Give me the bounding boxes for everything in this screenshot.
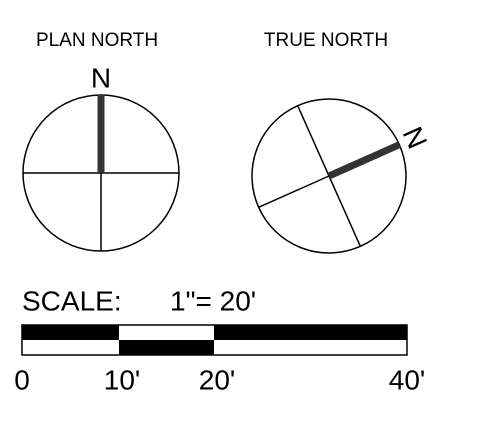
scale-tick-label: 20': [199, 364, 236, 395]
plan-north-title: PLAN NORTH: [36, 30, 158, 51]
bar-outline: [21, 324, 408, 356]
bar-segment: [214, 340, 407, 355]
true-north-symbol: N: [251, 98, 434, 254]
scale-ratio: 1"= 20': [170, 285, 256, 316]
bar-segment: [22, 325, 119, 340]
bar-segment: [119, 325, 214, 340]
bar-segment: [22, 340, 119, 355]
scale-tick-label: 0: [14, 364, 30, 395]
scale-bar: [21, 324, 408, 356]
north-pointer: [327, 141, 401, 180]
scale-tick-label: 10': [104, 364, 141, 395]
north-label: N: [91, 62, 111, 93]
true-north-title: TRUE NORTH: [264, 30, 388, 51]
bar-segment: [119, 340, 214, 355]
bar-segment: [214, 325, 407, 340]
scale-tick-label: 40': [389, 364, 426, 395]
cross-line: [258, 175, 330, 209]
north-label: N: [397, 122, 434, 153]
plan-north-symbol: N: [22, 62, 180, 252]
scale-label: SCALE:: [22, 285, 122, 316]
